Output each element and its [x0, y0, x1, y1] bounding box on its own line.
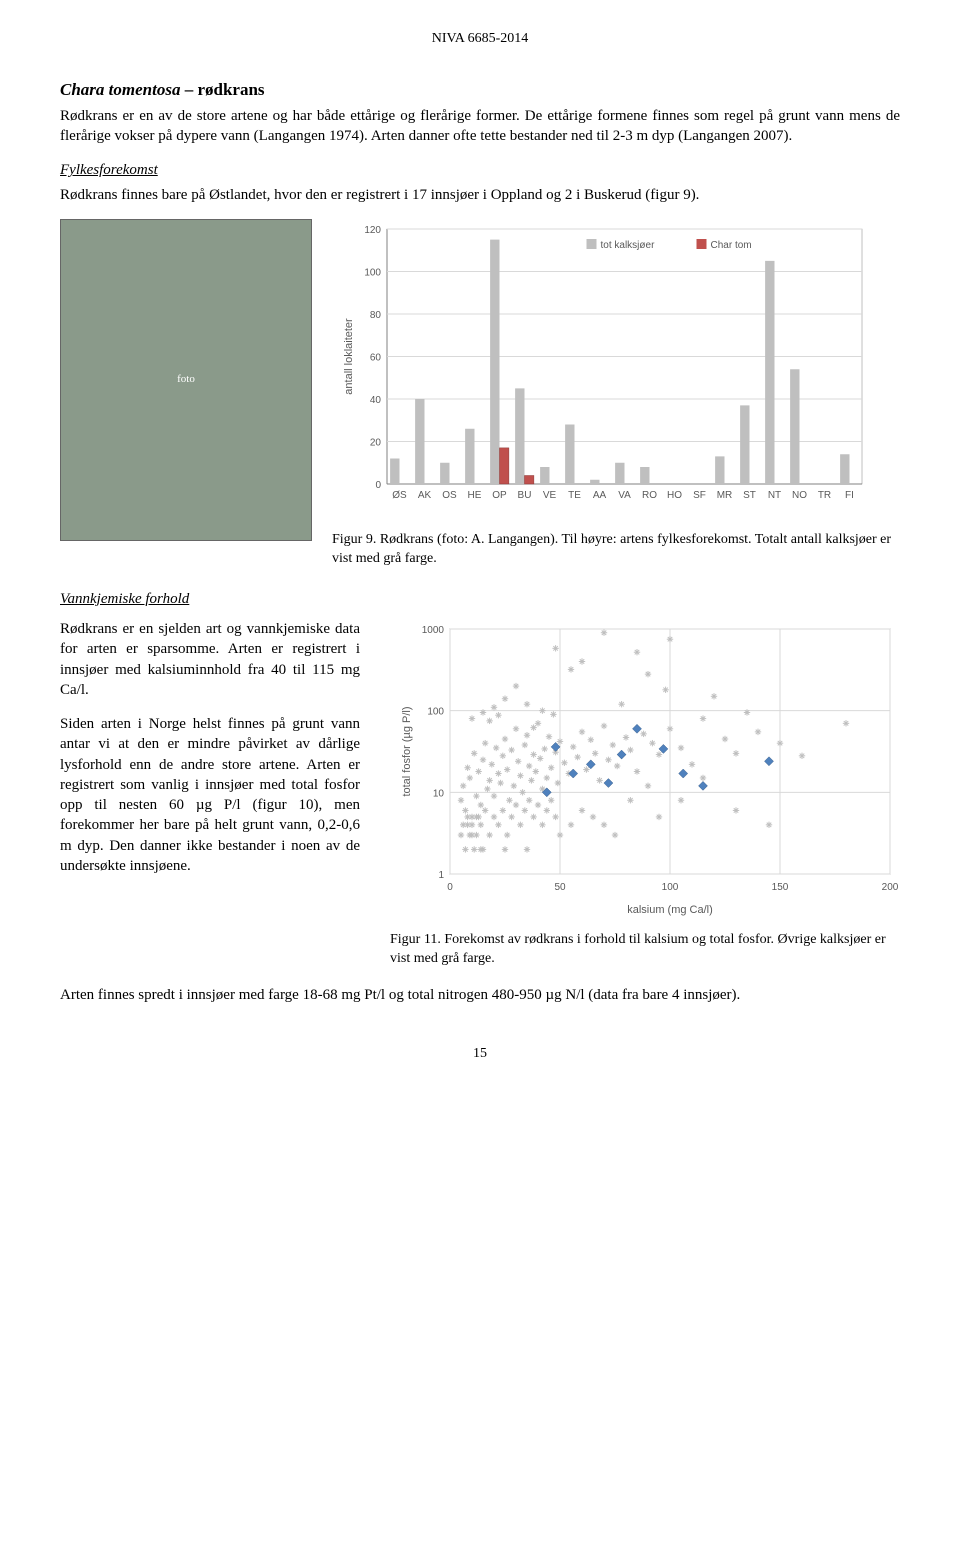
svg-text:100: 100 [662, 882, 679, 893]
figure-9-caption: Figur 9. Rødkrans (foto: A. Langangen). … [332, 531, 900, 569]
vann-paragraph-1: Rødkrans er en sjelden art og vannkjemis… [60, 619, 360, 700]
svg-text:BU: BU [518, 490, 532, 501]
scatter-chart: 1 10 100 1000 0 50 100 150 200 kalsium (mg Ca/l) t… [390, 619, 900, 919]
svg-text:MR: MR [717, 490, 733, 501]
svg-text:HO: HO [667, 490, 682, 501]
page-header: NIVA 6685-2014 [60, 30, 900, 49]
svg-text:AK: AK [418, 490, 432, 501]
svg-text:1: 1 [438, 870, 444, 881]
svg-text:OS: OS [442, 490, 457, 501]
svg-text:TE: TE [568, 490, 581, 501]
svg-text:60: 60 [370, 352, 382, 363]
svg-text:NO: NO [792, 490, 807, 501]
page-number: 15 [60, 1045, 900, 1064]
last-paragraph: Arten finnes spredt i innsjøer med farge… [60, 985, 900, 1005]
svg-text:20: 20 [370, 437, 382, 448]
svg-text:VA: VA [618, 490, 631, 501]
svg-text:0: 0 [375, 480, 381, 491]
svg-text:NT: NT [768, 490, 781, 501]
photo-rodkrans: foto [60, 219, 312, 541]
vann-paragraph-2: Siden arten i Norge helst finnes på grun… [60, 714, 360, 876]
svg-text:1000: 1000 [422, 625, 445, 636]
svg-text:100: 100 [364, 267, 381, 278]
svg-text:40: 40 [370, 395, 382, 406]
svg-text:kalsium (mg Ca/l): kalsium (mg Ca/l) [627, 904, 713, 916]
fylk-paragraph: Rødkrans finnes bare på Østlandet, hvor … [60, 185, 900, 205]
svg-text:tot kalksjøer: tot kalksjøer [601, 240, 656, 251]
svg-text:AA: AA [593, 490, 607, 501]
vann-heading: Vannkjemiske forhold [60, 591, 189, 607]
svg-text:0: 0 [447, 882, 453, 893]
svg-text:Char tom: Char tom [711, 240, 752, 251]
svg-text:ST: ST [743, 490, 756, 501]
section-title: Chara tomentosa – rødkrans [60, 79, 900, 102]
bar-chart: 0 20 40 60 80 100 120 antall loklaiteter ØS AK OS H… [332, 219, 872, 519]
two-column-section: Rødkrans er en sjelden art og vannkjemis… [60, 619, 900, 969]
figure-11-caption: Figur 11. Forekomst av rødkrans i forhol… [390, 931, 900, 969]
svg-text:ØS: ØS [392, 490, 407, 501]
svg-text:10: 10 [433, 788, 445, 799]
svg-text:RO: RO [642, 490, 657, 501]
svg-text:100: 100 [427, 707, 444, 718]
fylk-heading: Fylkesforekomst [60, 162, 158, 178]
svg-text:120: 120 [364, 225, 381, 236]
svg-text:150: 150 [772, 882, 789, 893]
species-common: – rødkrans [185, 80, 265, 99]
intro-paragraph: Rødkrans er en av de store artene og har… [60, 106, 900, 147]
figure-9-row: foto 0 20 40 60 80 100 120 antall loklaiteter ØS… [60, 219, 900, 569]
svg-text:VE: VE [543, 490, 557, 501]
svg-text:HE: HE [468, 490, 482, 501]
svg-text:200: 200 [882, 882, 899, 893]
svg-text:TR: TR [818, 490, 831, 501]
svg-text:80: 80 [370, 310, 382, 321]
species-latin: Chara tomentosa [60, 80, 180, 99]
svg-text:SF: SF [693, 490, 706, 501]
svg-text:50: 50 [554, 882, 566, 893]
svg-text:OP: OP [492, 490, 507, 501]
svg-text:total fosfor (µg P/l): total fosfor (µg P/l) [401, 707, 413, 797]
svg-text:FI: FI [845, 490, 854, 501]
svg-text:antall loklaiteter: antall loklaiteter [343, 318, 355, 395]
